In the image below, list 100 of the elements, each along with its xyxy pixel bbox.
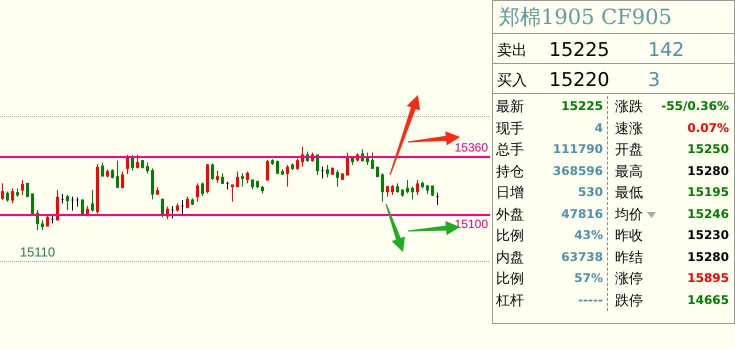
candlestick bbox=[121, 171, 124, 189]
candlestick bbox=[406, 180, 409, 194]
candlestick bbox=[116, 160, 119, 188]
candlestick bbox=[246, 171, 249, 184]
text: 卖出 bbox=[497, 41, 527, 60]
candlestick bbox=[216, 170, 219, 184]
annotation: 15360 bbox=[454, 140, 488, 155]
candlestick bbox=[96, 164, 99, 214]
text: 比例 bbox=[496, 227, 524, 245]
text: 昨收 bbox=[615, 227, 643, 245]
candlestick bbox=[81, 198, 84, 216]
text: 0.07% bbox=[687, 120, 729, 134]
candlestick bbox=[146, 162, 149, 174]
candlestick bbox=[71, 196, 74, 212]
candlestick bbox=[251, 178, 254, 190]
text: 15280 bbox=[687, 250, 729, 264]
candlestick bbox=[6, 191, 9, 202]
text: 涨跌 bbox=[615, 98, 643, 116]
text: 4 bbox=[594, 120, 603, 134]
candlestick bbox=[31, 192, 34, 216]
candlestick bbox=[336, 170, 339, 188]
candlestick bbox=[231, 184, 234, 202]
candlestick bbox=[126, 154, 129, 174]
text: 43% bbox=[574, 228, 603, 242]
text: 日增 bbox=[496, 184, 524, 202]
candlestick bbox=[241, 172, 244, 188]
candlestick bbox=[346, 152, 349, 176]
text: 外盘 bbox=[496, 206, 524, 224]
candlestick bbox=[276, 160, 279, 174]
text: 现手 bbox=[496, 120, 524, 138]
candlestick bbox=[131, 154, 134, 172]
text: 142 bbox=[648, 39, 684, 61]
candlestick bbox=[211, 162, 214, 180]
text: 15250 bbox=[687, 142, 729, 156]
text: 530 bbox=[578, 185, 603, 199]
candlestick bbox=[256, 180, 259, 189]
candlestick bbox=[351, 156, 354, 166]
candlestick bbox=[151, 168, 154, 200]
candlestick bbox=[426, 184, 429, 194]
candlestick bbox=[331, 166, 334, 176]
candlestick bbox=[386, 186, 389, 198]
candlestick bbox=[161, 198, 164, 218]
candlestick bbox=[236, 171, 239, 188]
candlestick bbox=[431, 186, 434, 196]
candlestick bbox=[141, 160, 144, 169]
candlestick bbox=[196, 182, 199, 202]
candlestick bbox=[226, 181, 229, 190]
candlestick bbox=[396, 182, 399, 194]
candlestick bbox=[206, 164, 209, 194]
candlestick bbox=[176, 202, 179, 212]
candlestick bbox=[281, 168, 284, 176]
text: 开盘 bbox=[615, 141, 643, 159]
text: ----- bbox=[578, 292, 603, 306]
candlestick bbox=[41, 219, 44, 230]
text: 杠杆 bbox=[496, 292, 524, 310]
candlestick bbox=[436, 192, 439, 206]
candlestick bbox=[416, 180, 419, 196]
text: 最低 bbox=[615, 184, 643, 202]
text: 15110 bbox=[20, 244, 56, 260]
text: 均价 bbox=[615, 206, 644, 224]
text: 内盘 bbox=[496, 248, 524, 266]
candlestick bbox=[11, 188, 14, 204]
text: 买入 bbox=[497, 71, 527, 90]
candlestick bbox=[326, 164, 329, 178]
candlestick bbox=[136, 154, 139, 169]
text: 14665 bbox=[687, 292, 729, 306]
candlestick bbox=[91, 190, 94, 212]
candlestick bbox=[381, 172, 384, 202]
text: 最新 bbox=[496, 98, 524, 116]
candlestick bbox=[101, 162, 104, 178]
candlestick bbox=[56, 190, 59, 220]
text: 15895 bbox=[687, 271, 729, 285]
candlestick bbox=[76, 196, 79, 208]
candlestick bbox=[421, 181, 424, 189]
candlestick bbox=[1, 182, 4, 200]
text: 涨停 bbox=[615, 270, 643, 288]
candlestick bbox=[191, 198, 194, 206]
text: 15280 bbox=[687, 164, 729, 178]
text: 15220 bbox=[549, 69, 610, 91]
candlestick bbox=[21, 180, 24, 196]
text: 15195 bbox=[687, 185, 729, 199]
candlestick bbox=[391, 184, 394, 196]
text: 比例 bbox=[496, 270, 524, 288]
text: 3 bbox=[648, 69, 660, 91]
candlestick bbox=[291, 162, 294, 170]
candlestick bbox=[341, 172, 344, 180]
text: 47816 bbox=[561, 206, 603, 220]
text: -55/0.36% bbox=[661, 99, 729, 113]
text: 15230 bbox=[687, 228, 729, 242]
text: 最高 bbox=[615, 162, 643, 180]
text: 跌停 bbox=[615, 292, 643, 310]
text: 昨结 bbox=[615, 248, 643, 266]
candlestick bbox=[266, 160, 269, 182]
candlestick bbox=[171, 205, 174, 219]
candlestick bbox=[371, 152, 374, 169]
candlestick bbox=[16, 188, 19, 198]
candlestick bbox=[51, 214, 54, 224]
candlestick bbox=[106, 168, 109, 178]
candlestick bbox=[26, 182, 29, 198]
candlestick bbox=[66, 194, 69, 210]
